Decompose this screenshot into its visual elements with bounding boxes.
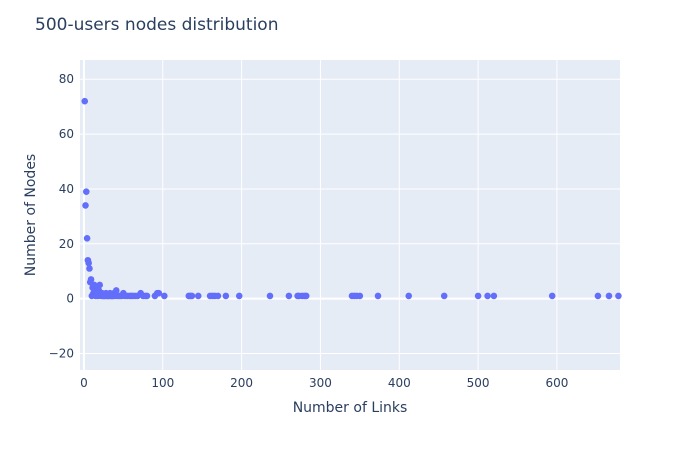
data-point [484, 292, 491, 300]
data-point [356, 292, 364, 300]
data-point [87, 276, 95, 283]
data-point [440, 292, 448, 300]
x-tick-label: 100 [151, 376, 174, 390]
data-point [285, 292, 293, 300]
x-tick-label: 400 [388, 376, 411, 390]
data-point [83, 188, 90, 195]
data-point [112, 287, 120, 294]
y-axis-title: Number of Nodes [23, 154, 39, 276]
y-tick-label: 40 [59, 182, 74, 196]
tick-labels: 0 100 200 300 400 500 600 −20 0 20 40 60 80 [49, 72, 569, 390]
y-tick-label: −20 [49, 347, 74, 361]
x-tick-label: 200 [230, 376, 253, 390]
data-point [235, 292, 243, 300]
x-tick-label: 300 [309, 376, 332, 390]
data-points [81, 97, 622, 300]
data-point [474, 292, 482, 300]
data-point [83, 235, 91, 242]
data-point [143, 292, 151, 300]
x-tick-label: 500 [467, 376, 490, 390]
data-point [194, 292, 202, 300]
data-point [374, 292, 382, 300]
x-axis-title: Number of Links [293, 400, 408, 416]
y-tick-label: 0 [66, 292, 74, 306]
x-tick-label: 600 [545, 376, 568, 390]
data-point [96, 281, 104, 289]
data-point [222, 292, 230, 300]
y-tick-label: 20 [59, 237, 74, 251]
data-point [302, 292, 310, 300]
data-point [548, 292, 556, 300]
grid-lines [80, 60, 620, 370]
data-point [594, 292, 602, 300]
data-point [85, 259, 92, 267]
data-point [155, 289, 163, 297]
data-point [82, 202, 89, 209]
data-point [188, 292, 196, 300]
data-point [490, 292, 498, 300]
data-point [605, 292, 613, 300]
chart-title: 500-users nodes distribution [35, 15, 279, 35]
data-point [266, 292, 274, 300]
data-point [214, 292, 222, 300]
y-tick-label: 60 [59, 127, 74, 141]
x-tick-label: 0 [80, 376, 88, 390]
y-tick-label: 80 [59, 72, 74, 86]
data-point [405, 292, 413, 300]
plot-area [80, 60, 620, 370]
data-point [86, 265, 93, 272]
data-point [161, 292, 168, 300]
data-point [81, 97, 89, 105]
data-point [615, 292, 622, 300]
